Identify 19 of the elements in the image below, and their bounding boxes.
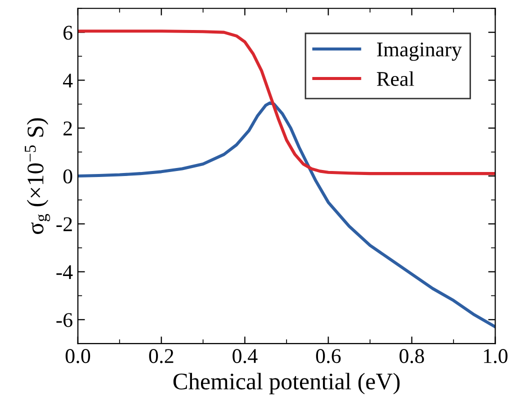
y-tick-label: 2 [64,122,72,136]
y-tick-label: -6 [56,313,72,328]
y-tick-label: -4 [56,265,73,279]
x-axis-title: Chemical potential (eV) [173,372,400,394]
x-tick-label: 1.0 [484,349,508,364]
legend-label: Real [376,71,414,86]
line-series [78,101,496,328]
x-tick-label: 0.2 [149,349,174,364]
line-series [78,30,496,176]
y-tick-label: 6 [63,26,72,40]
x-tick-label: 0.0 [66,349,90,364]
legend-label: Imaginary [377,42,462,61]
y-axis-title: σ$_{g}$ (×10$^{−5}$ S) [24,118,50,234]
y-tick-label: 0 [63,169,72,184]
x-tick-label: 0.6 [316,349,341,364]
y-tick-label: -2 [56,217,72,232]
x-tick-label: 0.8 [400,349,424,364]
x-tick-label: 0.4 [232,349,258,364]
y-tick-label: 4 [63,74,73,88]
